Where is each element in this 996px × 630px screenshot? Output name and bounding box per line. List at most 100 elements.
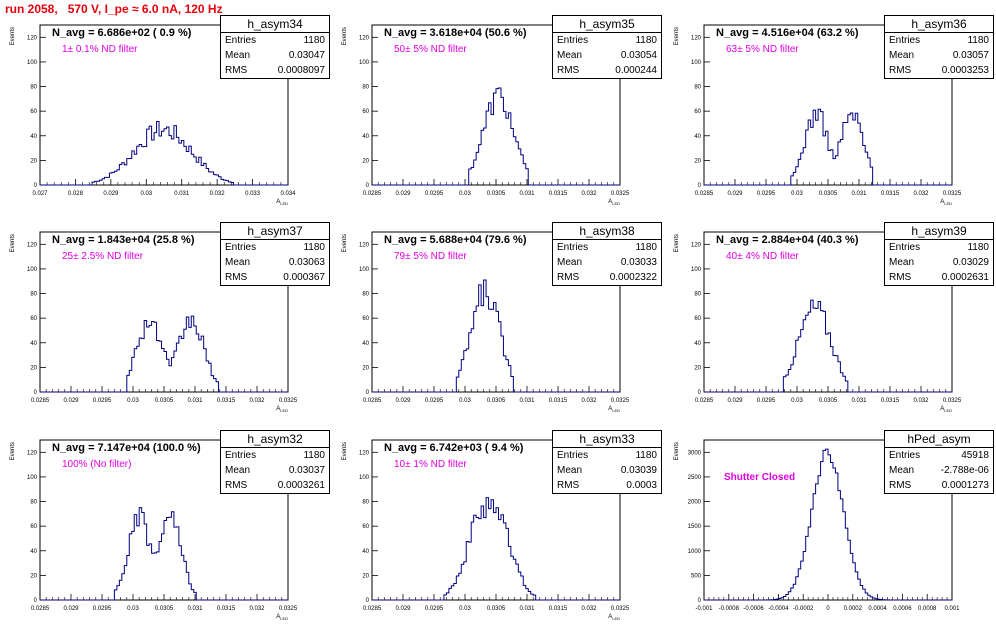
histogram-panel: 0.0285 0.029 0.0295 0.03 0.0305 0.031 0.0315 0.…: [332, 222, 664, 422]
y-tick-label: 60: [694, 316, 701, 322]
navg-label: N_avg = 5.688e+04 (79.6 %): [384, 234, 527, 246]
histogram-panel: 0.0285 0.029 0.0295 0.03 0.0305 0.031 0.0315 0.…: [664, 222, 996, 422]
stats-rms-label: RMS: [557, 480, 580, 491]
navg-label: N_avg = 3.618e+04 (50.6 %): [384, 27, 527, 39]
stats-entries-row: Entries 1180: [553, 33, 661, 48]
y-tick-label: 60: [362, 316, 369, 322]
stats-mean-value: 0.03029: [952, 257, 989, 268]
x-tick-label: 0.029: [727, 191, 743, 197]
x-axis-label: ALED: [276, 199, 288, 206]
x-tick-label: 0.0315: [549, 606, 568, 612]
filter-label: 50± 5% ND filter: [394, 44, 467, 55]
x-tick-label: 0.03: [459, 606, 471, 612]
navg-label: N_avg = 6.742e+03 ( 9.4 %): [384, 442, 524, 454]
x-tick-label: 0.031: [187, 398, 203, 404]
stats-rms-value: 0.0003: [626, 480, 657, 491]
y-tick-label: 3000: [688, 450, 702, 456]
y-tick-label: 40: [30, 134, 37, 140]
y-tick-label: 40: [362, 341, 369, 347]
stats-box: h_asym37 Entries 1180 Mean 0.03063 RMS 0.00…: [220, 222, 330, 286]
stats-rms-row: RMS 0.0001273: [885, 478, 993, 493]
y-tick-label: 100: [359, 475, 370, 481]
stats-mean-label: Mean: [225, 257, 251, 268]
x-tick-label: 0.0315: [549, 398, 568, 404]
y-axis-label: Events: [342, 234, 348, 252]
navg-label: N_avg = 4.516e+04 (63.2 %): [716, 27, 859, 39]
y-axis-label: Events: [674, 442, 680, 460]
y-tick-label: 0: [698, 390, 702, 396]
x-tick-label: 0.0285: [695, 398, 714, 404]
y-tick-label: 120: [691, 242, 702, 248]
stats-entries-label: Entries: [557, 242, 589, 253]
navg-label: N_avg = 1.843e+04 (25.8 %): [52, 234, 195, 246]
x-tick-label: 0.0285: [31, 398, 50, 404]
y-tick-label: 100: [27, 267, 38, 273]
y-tick-label: 100: [27, 475, 38, 481]
stats-box: h_asym39 Entries 1180 Mean 0.03029 RMS 0.00…: [884, 222, 994, 286]
y-axis-label: Events: [10, 442, 16, 460]
y-tick-label: 0: [366, 598, 370, 604]
stats-rms-value: 0.0001273: [941, 480, 989, 491]
x-tick-label: 0.0325: [943, 191, 962, 197]
x-tick-label: 0.0285: [363, 606, 382, 612]
stats-entries-row: Entries 1180: [221, 33, 329, 48]
stats-entries-label: Entries: [557, 35, 589, 46]
stats-rms-value: 0.0002631: [941, 272, 989, 283]
x-tick-label: 0.031: [519, 606, 535, 612]
histogram-series: [704, 299, 952, 393]
x-tick-label: 0.0295: [757, 191, 776, 197]
stats-entries-label: Entries: [225, 35, 257, 46]
stats-mean-label: Mean: [225, 50, 251, 61]
y-tick-label: 80: [362, 85, 369, 91]
x-tick-label: 0.031: [187, 606, 203, 612]
y-tick-label: 20: [694, 365, 701, 371]
x-axis-subscript: LED: [280, 616, 288, 621]
x-tick-label: 0.029: [103, 191, 119, 197]
histogram-series: [372, 87, 620, 186]
stats-rms-value: 0.000244: [615, 65, 657, 76]
stats-mean-value: 0.03033: [620, 257, 657, 268]
navg-label: N_avg = 2.884e+04 (40.3 %): [716, 234, 859, 246]
y-tick-label: 0: [698, 183, 702, 189]
y-tick-label: 40: [362, 134, 369, 140]
y-tick-label: 120: [27, 242, 38, 248]
y-axis-label: Events: [674, 27, 680, 45]
x-axis-label: ALED: [608, 406, 620, 413]
y-tick-label: 0: [34, 183, 38, 189]
x-tick-label: 0.03: [127, 398, 139, 404]
filter-label: 100% (No filter): [62, 459, 132, 470]
x-tick-label: 0.0315: [881, 398, 900, 404]
x-axis-subscript: LED: [612, 616, 620, 621]
stats-rms-row: RMS 0.000244: [553, 63, 661, 78]
y-tick-label: 100: [359, 60, 370, 66]
stats-entries-value: 1180: [635, 450, 657, 461]
stats-rms-label: RMS: [557, 65, 580, 76]
y-tick-label: 120: [359, 242, 370, 248]
x-axis-label: ALED: [608, 614, 620, 621]
y-tick-label: 0: [366, 183, 370, 189]
y-tick-label: 20: [362, 158, 369, 164]
x-tick-label: 0: [826, 606, 830, 612]
stats-title: h_asym33: [553, 431, 661, 448]
x-tick-label: -0.0002: [793, 606, 814, 612]
y-tick-label: 60: [30, 524, 37, 530]
stats-rms-row: RMS 0.0003: [553, 478, 661, 493]
stats-entries-row: Entries 1180: [885, 240, 993, 255]
x-tick-label: 0.0002: [844, 606, 863, 612]
stats-entries-row: Entries 1180: [553, 240, 661, 255]
stats-box: h_asym34 Entries 1180 Mean 0.03047 RMS 0.00…: [220, 15, 330, 79]
histogram-series: [40, 121, 288, 186]
stats-rms-row: RMS 0.0003261: [221, 478, 329, 493]
x-tick-label: 0.0008: [918, 606, 937, 612]
stats-mean-row: Mean 0.03057: [885, 48, 993, 63]
stats-title: h_asym39: [885, 223, 993, 240]
stats-mean-value: 0.03037: [288, 465, 325, 476]
stats-entries-value: 1180: [967, 242, 989, 253]
stats-rms-label: RMS: [557, 272, 580, 283]
x-tick-label: 0.001: [944, 606, 960, 612]
x-tick-label: 0.0305: [487, 191, 506, 197]
x-tick-label: 0.033: [245, 191, 261, 197]
x-tick-label: 0.029: [395, 191, 411, 197]
stats-mean-row: Mean -2.788e-06: [885, 463, 993, 478]
stats-entries-label: Entries: [889, 450, 921, 461]
